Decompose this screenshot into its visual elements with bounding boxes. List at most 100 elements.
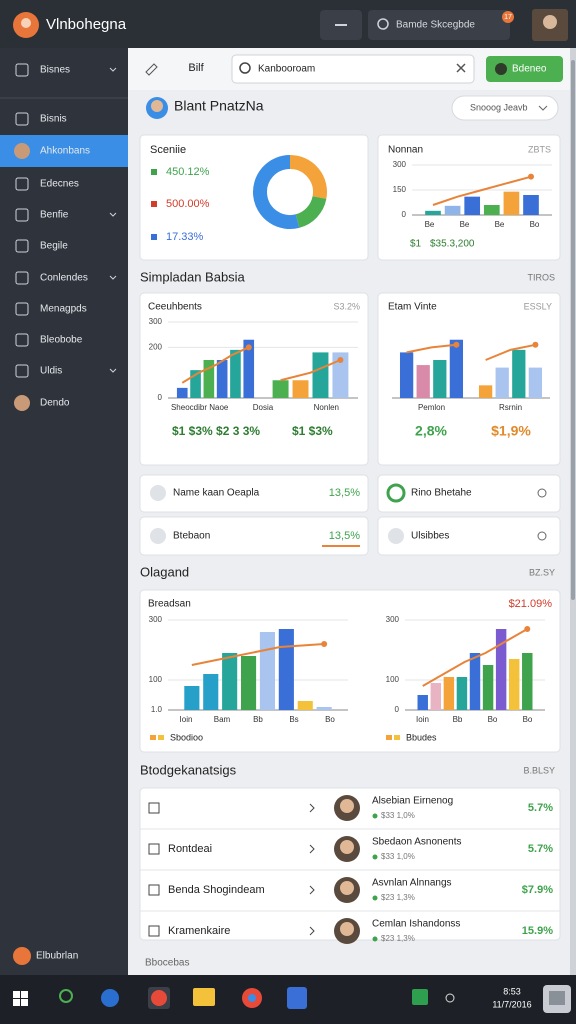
bar (316, 707, 332, 710)
status-dot (372, 813, 378, 819)
avatar-face (543, 15, 557, 29)
chevron (109, 67, 117, 72)
sidebar-item[interactable]: Bisnis (40, 114, 67, 125)
browser-center (248, 994, 256, 1002)
status-dot (372, 936, 378, 942)
bar (297, 701, 313, 710)
y-tick-label: 300 (386, 615, 400, 624)
tray-icon[interactable] (412, 989, 428, 1005)
mini-card[interactable] (139, 516, 369, 556)
sidebar-item[interactable]: Begile (40, 241, 68, 252)
folder-icon[interactable] (193, 988, 215, 1006)
start-icon[interactable] (13, 991, 20, 998)
sidebar-item[interactable]: Menagpds (40, 304, 87, 315)
start-icon[interactable] (21, 991, 28, 998)
mini-card[interactable] (377, 516, 561, 556)
mini-label: Btebaon (173, 531, 210, 542)
bar (433, 360, 447, 398)
header-search[interactable] (368, 10, 510, 40)
sidebar-item[interactable]: Conlendes (40, 273, 88, 284)
x-tick-label: Bs (289, 715, 298, 724)
bar (272, 380, 289, 398)
badge (502, 11, 514, 23)
mini-label: Rino Bhetahe (411, 488, 472, 499)
card-footer: $1 $3% (292, 424, 333, 438)
donut-segment (289, 155, 327, 199)
chevron (109, 275, 117, 280)
app-icon[interactable] (101, 989, 119, 1007)
sidebar-footer: Elbubrlan (36, 951, 78, 962)
footer-avatar (13, 947, 31, 965)
clear-icon[interactable] (456, 63, 466, 73)
section-title: Btodgekanatsigs (140, 762, 237, 777)
sidebar-item[interactable]: Bisnes (40, 65, 70, 76)
sidebar-item[interactable]: Uldis (40, 366, 62, 377)
trend-line (432, 175, 532, 206)
bar (443, 677, 455, 710)
trend-line (406, 343, 457, 354)
legend-label: 450.12% (166, 166, 210, 178)
search-box[interactable] (231, 54, 475, 84)
mini-icon (150, 528, 166, 544)
button-label: Bdeneo (512, 64, 547, 75)
chevron (538, 105, 548, 111)
notification-icon (549, 991, 565, 1005)
sidebar-item[interactable]: Dendo (40, 398, 70, 409)
bar (482, 665, 494, 710)
edit-icon[interactable] (145, 63, 158, 76)
sidebar-item[interactable]: Edecnes (40, 179, 79, 190)
chevron[interactable] (309, 844, 315, 854)
y-tick-label: 300 (393, 160, 407, 169)
row-name: Sbedaon Asnonents (372, 837, 462, 848)
bar (425, 210, 441, 215)
legend-label: Sbodioo (170, 732, 203, 742)
tab: Bilf (188, 62, 204, 74)
legend-swatch (386, 735, 392, 740)
bar (216, 360, 228, 398)
trend-point (528, 173, 534, 180)
app-icon[interactable] (287, 987, 307, 1009)
filter-label: Snooog Jeavb (470, 102, 528, 112)
filter-dropdown[interactable] (451, 95, 559, 121)
scroll-thumb[interactable] (571, 60, 575, 600)
radio[interactable] (537, 488, 547, 498)
x-tick-label: Dosia (253, 403, 274, 412)
sidebar-icon (15, 239, 29, 253)
chevron[interactable] (309, 885, 315, 895)
start-icon[interactable] (21, 999, 28, 1006)
y-tick-label: 300 (149, 317, 163, 326)
search-app[interactable] (59, 989, 73, 1003)
sidebar-item[interactable]: Bleobobe (40, 335, 83, 346)
bar (483, 205, 500, 215)
sidebar-item[interactable]: Ahkonbans (40, 146, 90, 157)
search-icon (377, 18, 389, 30)
mini-icon (386, 483, 406, 503)
search-text: Bamde Skcegbde (396, 20, 475, 31)
status-dot (372, 895, 378, 901)
bar (495, 367, 509, 398)
donut-segment (295, 195, 327, 228)
primary-button[interactable] (486, 56, 563, 82)
mini-card[interactable] (377, 474, 561, 513)
mini-value: 13,5% (329, 530, 360, 542)
clock-time: 8:53 (503, 986, 521, 996)
card-note: ZBTS (528, 144, 551, 154)
card-footer: $35.3,200 (430, 239, 475, 250)
status-dot (372, 854, 378, 860)
card (377, 292, 561, 466)
bar (243, 339, 255, 398)
trend-point (337, 357, 344, 363)
radio[interactable] (537, 531, 547, 541)
tray-icon[interactable] (445, 993, 455, 1003)
start-icon[interactable] (13, 999, 20, 1006)
mini-card[interactable] (139, 474, 369, 513)
card-footer: 2,8% (415, 423, 447, 439)
bar (240, 656, 257, 710)
bar (292, 380, 309, 398)
profile-name: Blant PnatzNa (174, 98, 264, 114)
sidebar-item[interactable]: Benfie (40, 210, 69, 221)
chevron[interactable] (309, 803, 315, 813)
chevron[interactable] (309, 926, 315, 936)
legend-swatch (151, 201, 157, 207)
